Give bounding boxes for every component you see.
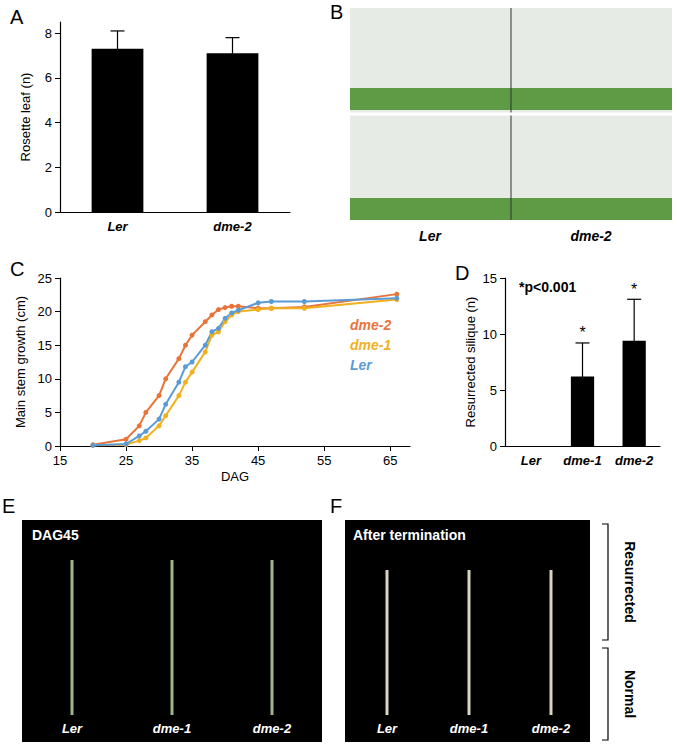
svg-text:8: 8 xyxy=(45,26,52,41)
svg-text:0: 0 xyxy=(45,205,52,220)
svg-text:35: 35 xyxy=(185,453,199,468)
svg-text:25: 25 xyxy=(38,271,52,286)
svg-text:*: * xyxy=(579,324,585,341)
svg-text:DAG: DAG xyxy=(221,469,249,484)
svg-text:Resurrected silique (n): Resurrected silique (n) xyxy=(463,297,478,428)
svg-text:4: 4 xyxy=(45,115,52,130)
svg-text:Ler: Ler xyxy=(350,357,373,373)
svg-text:dme-1: dme-1 xyxy=(350,337,391,353)
svg-text:dme-2: dme-2 xyxy=(253,721,292,736)
svg-text:65: 65 xyxy=(383,453,397,468)
svg-text:55: 55 xyxy=(317,453,331,468)
svg-text:dme-2: dme-2 xyxy=(532,721,571,736)
svg-text:15: 15 xyxy=(38,338,52,353)
svg-text:Ler: Ler xyxy=(419,228,442,244)
svg-text:dme-1: dme-1 xyxy=(450,721,488,736)
svg-text:Main stem growth (cm): Main stem growth (cm) xyxy=(13,296,28,428)
svg-text:D: D xyxy=(455,262,469,284)
svg-text:dme-2: dme-2 xyxy=(350,317,391,333)
svg-text:DAG45: DAG45 xyxy=(32,527,79,543)
svg-text:E: E xyxy=(2,495,15,517)
svg-text:Rosette leaf (n): Rosette leaf (n) xyxy=(18,73,33,162)
svg-text:F: F xyxy=(330,495,342,517)
svg-text:Ler: Ler xyxy=(377,721,398,736)
svg-text:C: C xyxy=(10,258,24,280)
svg-text:0: 0 xyxy=(45,439,52,454)
svg-text:Ler: Ler xyxy=(107,219,128,234)
svg-text:25: 25 xyxy=(119,453,133,468)
svg-text:Ler: Ler xyxy=(521,453,542,468)
svg-text:Ler: Ler xyxy=(62,721,83,736)
svg-text:dme-2: dme-2 xyxy=(570,228,611,244)
svg-text:15: 15 xyxy=(53,453,67,468)
svg-text:*p<0.001: *p<0.001 xyxy=(519,279,576,295)
svg-text:10: 10 xyxy=(38,371,52,386)
svg-text:0: 0 xyxy=(490,439,497,454)
svg-text:15: 15 xyxy=(483,271,497,286)
svg-text:After termination: After termination xyxy=(353,527,466,543)
svg-text:Resurrected: Resurrected xyxy=(622,541,638,623)
svg-text:2: 2 xyxy=(45,160,52,175)
svg-text:B: B xyxy=(330,1,343,23)
svg-text:*: * xyxy=(631,281,637,298)
svg-text:dme-1: dme-1 xyxy=(153,721,191,736)
svg-text:45: 45 xyxy=(251,453,265,468)
svg-text:5: 5 xyxy=(490,383,497,398)
svg-text:A: A xyxy=(10,6,24,28)
svg-text:10: 10 xyxy=(483,327,497,342)
svg-text:dme-1: dme-1 xyxy=(563,453,601,468)
svg-text:dme-2: dme-2 xyxy=(213,219,252,234)
svg-text:6: 6 xyxy=(45,70,52,85)
svg-text:Normal: Normal xyxy=(622,670,638,718)
svg-text:20: 20 xyxy=(38,304,52,319)
svg-text:dme-2: dme-2 xyxy=(615,453,654,468)
svg-text:5: 5 xyxy=(45,405,52,420)
